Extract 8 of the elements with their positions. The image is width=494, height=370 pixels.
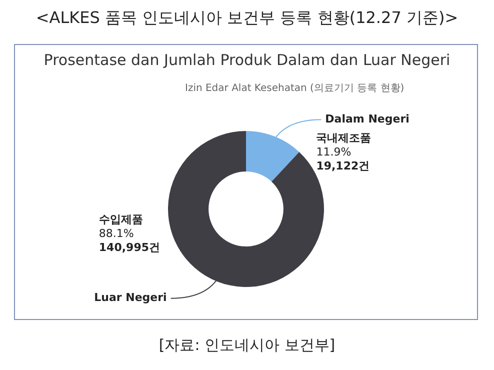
data-label: 국내제조품 11.9% 19,122건 bbox=[316, 132, 372, 173]
text: Izin Edar Alat Kesehatan (의료기기 등록 현황) bbox=[185, 82, 404, 95]
slice-label: Luar Negeri bbox=[94, 291, 167, 304]
chart-subtitle: Prosentase dan Jumlah Produk Dalam dan Luar Negeri bbox=[42, 51, 452, 69]
data-label: 수입제품 88.1% 140,995건 bbox=[98, 212, 160, 254]
text: [자료: 인도네시아 보건부] bbox=[158, 336, 336, 355]
slice-label: Dalam Negeri bbox=[325, 112, 410, 126]
chart-title: <ALKES 품목 인도네시아 보건부 등록 현황(12.27 기준)> bbox=[34, 8, 460, 29]
